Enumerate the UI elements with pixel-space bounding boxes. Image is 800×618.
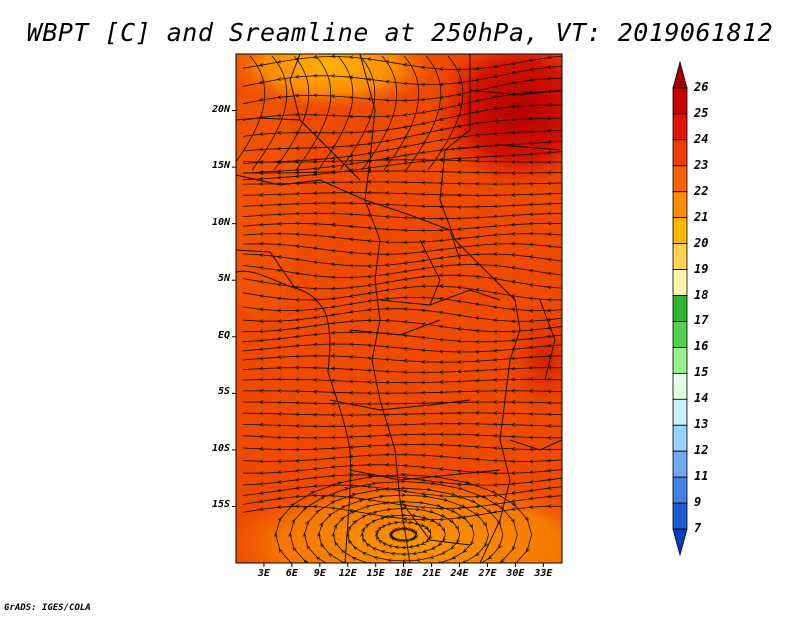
colorbar-label: 18 — [694, 287, 709, 302]
colorbar-label: 16 — [694, 339, 709, 354]
colorbar-segment — [672, 398, 688, 426]
colorbar-label: 9 — [694, 495, 702, 510]
streamline — [273, 55, 310, 171]
streamline — [339, 55, 376, 171]
streamline — [242, 368, 562, 373]
colorbar-label: 17 — [694, 313, 709, 328]
streamline — [295, 55, 332, 171]
lat-tick-label: 5S — [217, 386, 230, 398]
colorbar-segment — [672, 113, 688, 141]
lat-tick-label: 20N — [211, 103, 230, 115]
lon-tick-label: 30E — [506, 568, 525, 579]
streamline — [242, 455, 562, 462]
lon-tick-label: 21E — [422, 568, 441, 579]
colorbar-label: 22 — [694, 183, 709, 198]
colorbar-segment — [672, 372, 688, 400]
streamline — [242, 332, 562, 342]
colorbar-label: 7 — [694, 521, 702, 536]
streamline — [242, 402, 562, 404]
lat-tick-label: 5N — [217, 273, 230, 285]
colorbar-label: 14 — [694, 391, 709, 406]
colorbar-label: 12 — [694, 443, 709, 458]
lon-tick-label: 27E — [478, 568, 497, 579]
streamline — [242, 160, 562, 162]
streamline — [242, 424, 562, 427]
colorbar-label: 24 — [694, 131, 709, 146]
streamline — [242, 413, 562, 415]
streamline — [242, 223, 562, 230]
lon-tick-label: 6E — [285, 568, 298, 579]
colorbar-label: 13 — [694, 417, 709, 432]
colorbar-label: 23 — [694, 157, 709, 172]
streamline — [383, 55, 420, 171]
lon-tick-label: 3E — [257, 568, 270, 579]
colorbar-segment — [672, 424, 688, 452]
colorbar-segment — [672, 165, 688, 193]
streamline — [242, 203, 562, 207]
country-borders — [236, 54, 562, 563]
footer-credit: GrADS: IGES/COLA — [4, 603, 91, 613]
colorbar-label: 25 — [694, 105, 709, 120]
colorbar-segment — [672, 295, 688, 322]
colorbar-label: 21 — [694, 209, 709, 224]
colorbar-segment — [672, 528, 688, 557]
lat-tick-label: 10S — [211, 442, 230, 454]
streamline — [242, 193, 562, 196]
lon-tick-label: 12E — [338, 568, 357, 579]
lat-tick-label: 15N — [211, 160, 230, 172]
streamline — [276, 475, 533, 563]
streamline — [242, 391, 562, 393]
streamline — [251, 55, 288, 171]
streamline — [242, 444, 562, 449]
colorbar — [672, 60, 688, 557]
colorbar-segment — [672, 321, 688, 348]
colorbar-label: 19 — [694, 261, 709, 276]
lon-tick-label: 24E — [450, 568, 469, 579]
lat-tick-label: EQ — [217, 329, 230, 341]
streamline — [242, 265, 562, 278]
lon-tick-label: 9E — [313, 568, 326, 579]
colorbar-label: 15 — [694, 365, 709, 380]
streamline — [242, 379, 562, 382]
streamline — [242, 171, 562, 173]
lon-tick-label: 15E — [366, 568, 385, 579]
colorbar-segment — [672, 87, 688, 115]
streamline — [427, 55, 464, 171]
colorbar-label: 11 — [694, 469, 709, 484]
colorbar-segment — [672, 191, 688, 219]
lat-tick-label: 15S — [211, 499, 230, 511]
colorbar-label: 20 — [694, 235, 709, 250]
streamline — [242, 213, 562, 218]
streamline — [317, 55, 354, 171]
colorbar-segment — [672, 450, 688, 478]
streamline — [361, 55, 398, 171]
streamline — [236, 55, 266, 163]
lat-tick-label: 10N — [211, 216, 230, 228]
lon-tick-label: 18E — [394, 568, 413, 579]
map-title: WBPT [C] and Sreamline at 250hPa, VT: 20… — [26, 18, 774, 47]
colorbar-segment — [672, 269, 688, 296]
colorbar-segment — [672, 60, 688, 89]
colorbar-segment — [672, 139, 688, 167]
temperature-field — [236, 54, 562, 563]
colorbar-segment — [672, 347, 688, 374]
streamline — [242, 356, 562, 362]
colorbar-segment — [672, 217, 688, 245]
map-frame — [235, 53, 563, 564]
streamline — [242, 344, 562, 352]
colorbar-segment — [672, 502, 688, 530]
colorbar-label: 26 — [694, 79, 709, 94]
streamline — [405, 55, 442, 171]
colorbar-segment — [672, 476, 688, 504]
colorbar-segment — [672, 243, 688, 270]
lon-tick-label: 33E — [534, 568, 553, 579]
streamline — [242, 434, 562, 438]
